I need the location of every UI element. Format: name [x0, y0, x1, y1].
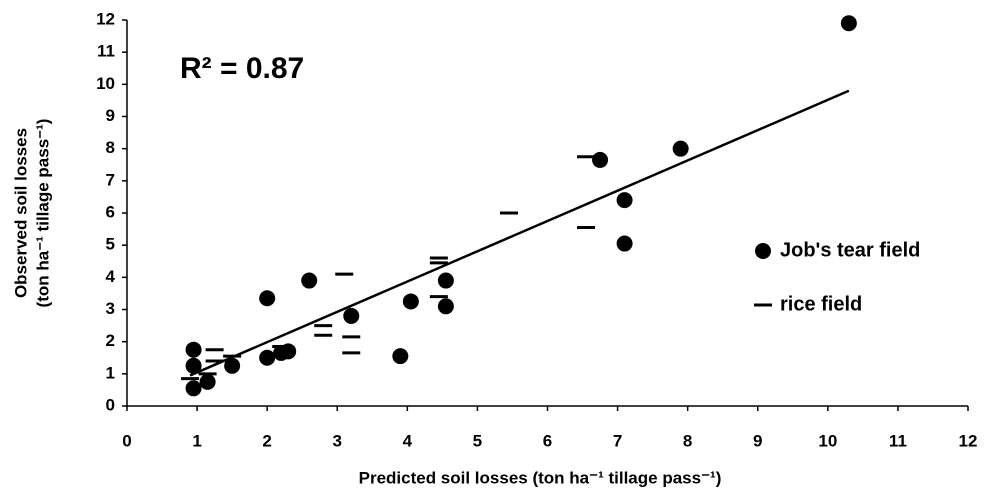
point — [199, 373, 216, 390]
x-tick-label: 5 — [473, 431, 482, 450]
x-tick-label: 10 — [818, 431, 837, 450]
y-tick-label: 10 — [96, 74, 115, 93]
point — [392, 348, 409, 365]
y-tick-label: 4 — [106, 267, 116, 286]
legend-label: rice field — [780, 293, 862, 315]
y-tick-label: 2 — [106, 331, 115, 350]
point — [259, 349, 276, 366]
x-tick-label: 7 — [613, 431, 622, 450]
point — [437, 272, 454, 289]
x-tick-label: 8 — [683, 431, 692, 450]
legend-marker — [755, 243, 771, 259]
y-tick-label: 9 — [106, 106, 115, 125]
y-tick-label: 12 — [96, 9, 115, 28]
x-axis-label: Predicted soil losses (ton ha⁻¹ tillage … — [359, 468, 722, 487]
point — [185, 341, 202, 358]
y-tick-label: 6 — [106, 202, 115, 221]
x-tick-label: 12 — [959, 431, 978, 450]
y-tick-label: 8 — [106, 138, 115, 157]
r-squared: R² = 0.87 — [180, 52, 304, 85]
point — [840, 15, 857, 32]
point — [672, 140, 689, 157]
point — [343, 307, 360, 324]
point — [259, 290, 276, 307]
trendline — [189, 89, 850, 377]
point — [301, 272, 318, 289]
x-tick-label: 9 — [753, 431, 762, 450]
x-tick-label: 1 — [192, 431, 201, 450]
point — [224, 357, 241, 374]
x-tick-label: 4 — [403, 431, 413, 450]
x-tick-label: 11 — [889, 431, 907, 450]
x-tick-label: 0 — [122, 431, 131, 450]
y-tick-label: 3 — [106, 299, 115, 318]
legend-label: Job's tear field — [780, 239, 920, 261]
x-tick-label: 2 — [262, 431, 271, 450]
point — [185, 357, 202, 374]
y-tick-label: 1 — [106, 363, 115, 382]
point — [185, 380, 202, 397]
point — [616, 235, 633, 252]
x-tick-label: 3 — [333, 431, 342, 450]
point — [592, 151, 609, 168]
y-tick-label: 5 — [106, 235, 115, 254]
point — [437, 298, 454, 315]
y-tick-label: 7 — [106, 170, 115, 189]
point — [616, 192, 633, 209]
x-tick-label: 6 — [543, 431, 552, 450]
y-axis-label: Observed soil losses — [11, 128, 30, 298]
point — [402, 293, 419, 310]
y-tick-label: 0 — [106, 395, 115, 414]
y-axis-label: (ton ha⁻¹ tillage pass⁻¹) — [33, 119, 52, 308]
y-tick-label: 11 — [97, 42, 115, 61]
